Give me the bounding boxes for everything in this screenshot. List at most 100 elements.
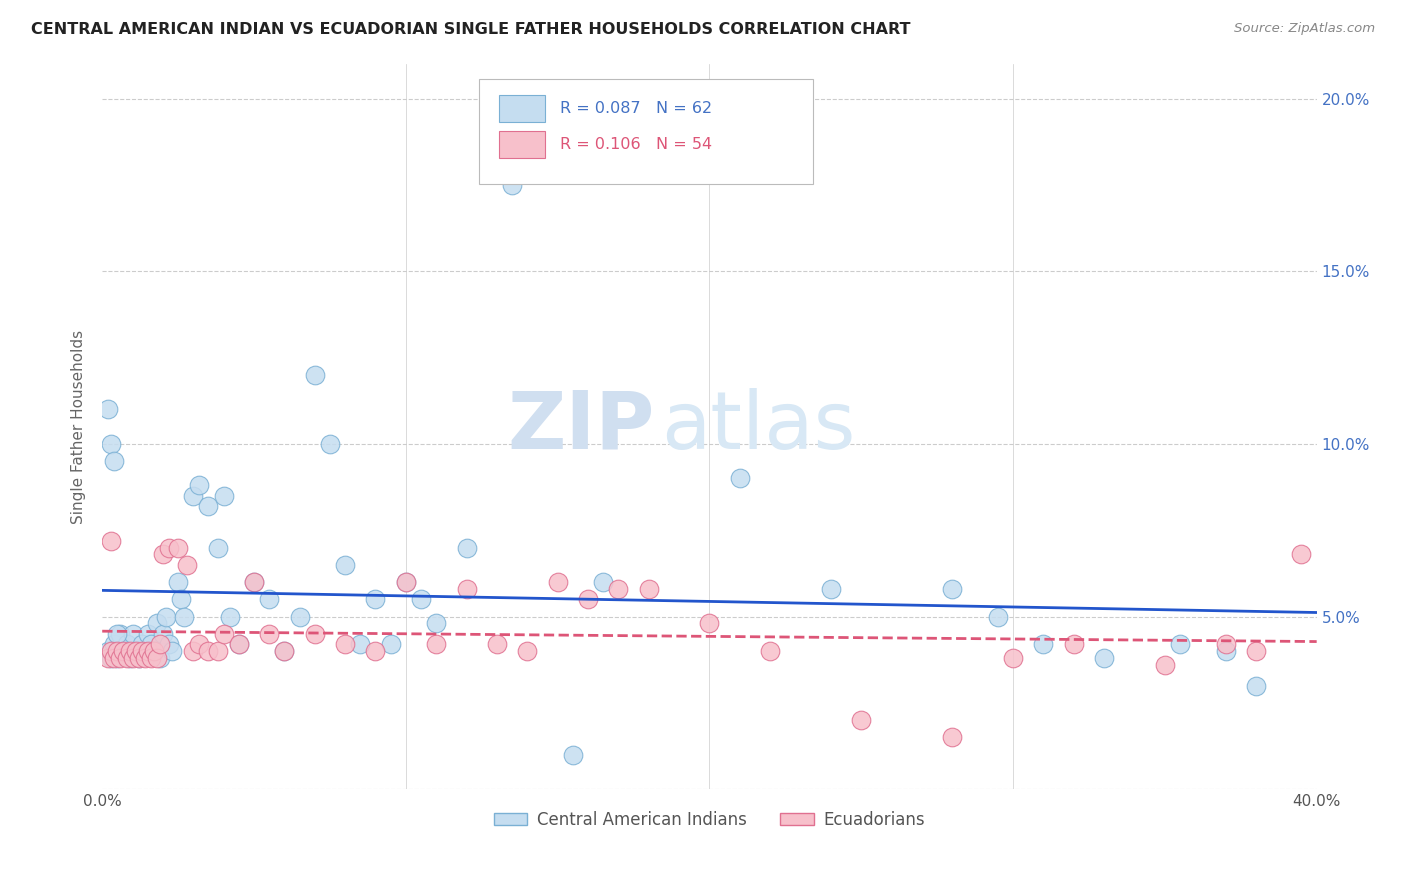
Point bbox=[167, 575, 190, 590]
Point bbox=[207, 644, 229, 658]
Point bbox=[1215, 637, 1237, 651]
Text: CENTRAL AMERICAN INDIAN VS ECUADORIAN SINGLE FATHER HOUSEHOLDS CORRELATION CHART: CENTRAL AMERICAN INDIAN VS ECUADORIAN SI… bbox=[31, 22, 911, 37]
Point bbox=[273, 644, 295, 658]
Point bbox=[485, 637, 508, 651]
Point bbox=[1153, 657, 1175, 672]
Point bbox=[243, 575, 266, 590]
Point bbox=[105, 644, 128, 658]
Point bbox=[364, 592, 387, 607]
Point bbox=[100, 651, 122, 665]
Point bbox=[1168, 637, 1191, 651]
Point bbox=[516, 644, 538, 658]
Point bbox=[115, 651, 138, 665]
Text: ZIP: ZIP bbox=[508, 388, 655, 466]
Point bbox=[181, 644, 204, 658]
Point bbox=[197, 499, 219, 513]
Point bbox=[100, 437, 122, 451]
Point bbox=[987, 609, 1010, 624]
Point bbox=[124, 644, 146, 658]
Point bbox=[212, 627, 235, 641]
Point bbox=[100, 533, 122, 548]
Point bbox=[228, 637, 250, 651]
Point bbox=[1244, 679, 1267, 693]
Point bbox=[157, 637, 180, 651]
Point bbox=[319, 437, 342, 451]
Point bbox=[157, 541, 180, 555]
Point bbox=[181, 489, 204, 503]
Point bbox=[197, 644, 219, 658]
Text: atlas: atlas bbox=[661, 388, 855, 466]
Point bbox=[146, 616, 169, 631]
Point bbox=[188, 637, 211, 651]
FancyBboxPatch shape bbox=[478, 78, 813, 184]
Point bbox=[121, 627, 143, 641]
Point bbox=[139, 651, 162, 665]
Point bbox=[212, 489, 235, 503]
Point bbox=[110, 651, 132, 665]
Text: R = 0.087   N = 62: R = 0.087 N = 62 bbox=[560, 101, 713, 116]
Point bbox=[456, 541, 478, 555]
FancyBboxPatch shape bbox=[499, 95, 546, 122]
Point bbox=[349, 637, 371, 651]
Point bbox=[288, 609, 311, 624]
Point bbox=[112, 644, 135, 658]
Point bbox=[1291, 548, 1313, 562]
Point bbox=[136, 644, 159, 658]
Y-axis label: Single Father Households: Single Father Households bbox=[72, 329, 86, 524]
Point bbox=[97, 651, 120, 665]
Point bbox=[257, 592, 280, 607]
Point bbox=[941, 582, 963, 596]
Point bbox=[142, 644, 165, 658]
Point bbox=[333, 558, 356, 572]
Point bbox=[851, 713, 873, 727]
Point bbox=[592, 575, 614, 590]
Point bbox=[103, 651, 125, 665]
FancyBboxPatch shape bbox=[499, 131, 546, 159]
Point bbox=[728, 471, 751, 485]
Point bbox=[128, 651, 150, 665]
Point bbox=[105, 651, 128, 665]
Point bbox=[115, 637, 138, 651]
Point bbox=[103, 637, 125, 651]
Point bbox=[146, 651, 169, 665]
Point bbox=[607, 582, 630, 596]
Point bbox=[576, 592, 599, 607]
Point bbox=[304, 627, 326, 641]
Point bbox=[547, 575, 569, 590]
Point bbox=[131, 644, 153, 658]
Point bbox=[380, 637, 402, 651]
Point bbox=[1063, 637, 1085, 651]
Point bbox=[425, 616, 447, 631]
Point bbox=[167, 541, 190, 555]
Point bbox=[820, 582, 842, 596]
Point bbox=[333, 637, 356, 651]
Point bbox=[1032, 637, 1054, 651]
Point bbox=[105, 627, 128, 641]
Point bbox=[118, 644, 141, 658]
Point bbox=[170, 592, 193, 607]
Point bbox=[1002, 651, 1025, 665]
Point bbox=[207, 541, 229, 555]
Point bbox=[1215, 644, 1237, 658]
Point bbox=[304, 368, 326, 382]
Point bbox=[273, 644, 295, 658]
Point bbox=[173, 609, 195, 624]
Point bbox=[112, 644, 135, 658]
Point bbox=[155, 609, 177, 624]
Point bbox=[759, 644, 782, 658]
Point bbox=[152, 627, 174, 641]
Point bbox=[149, 651, 172, 665]
Point bbox=[124, 644, 146, 658]
Point bbox=[1092, 651, 1115, 665]
Point bbox=[136, 627, 159, 641]
Text: Source: ZipAtlas.com: Source: ZipAtlas.com bbox=[1234, 22, 1375, 36]
Point bbox=[131, 637, 153, 651]
Point bbox=[139, 637, 162, 651]
Legend: Central American Indians, Ecuadorians: Central American Indians, Ecuadorians bbox=[486, 804, 932, 835]
Point bbox=[364, 644, 387, 658]
Point bbox=[118, 651, 141, 665]
Point bbox=[110, 627, 132, 641]
Point bbox=[409, 592, 432, 607]
Point bbox=[218, 609, 240, 624]
Point bbox=[134, 651, 156, 665]
